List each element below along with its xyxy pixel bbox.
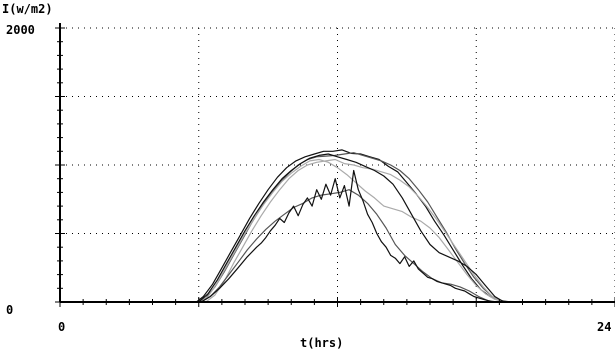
grid: [60, 27, 615, 302]
series-group: [196, 149, 518, 303]
x-axis-label: t(hrs): [300, 336, 343, 350]
ticks: [55, 27, 615, 307]
y-tick-label-top: 2000: [6, 23, 35, 37]
x-tick-label-end: 24: [597, 320, 611, 334]
series-line-6: [200, 189, 498, 303]
y-tick-label-bottom: 0: [6, 303, 13, 317]
series-line-5: [198, 153, 505, 303]
series-line-1: [196, 149, 518, 303]
y-axis-label: I(w/m2): [2, 2, 53, 16]
x-tick-label-start: 0: [58, 320, 65, 334]
series-line-3: [205, 158, 503, 303]
series-line-4: [198, 158, 505, 303]
series-line-7: [200, 169, 493, 303]
